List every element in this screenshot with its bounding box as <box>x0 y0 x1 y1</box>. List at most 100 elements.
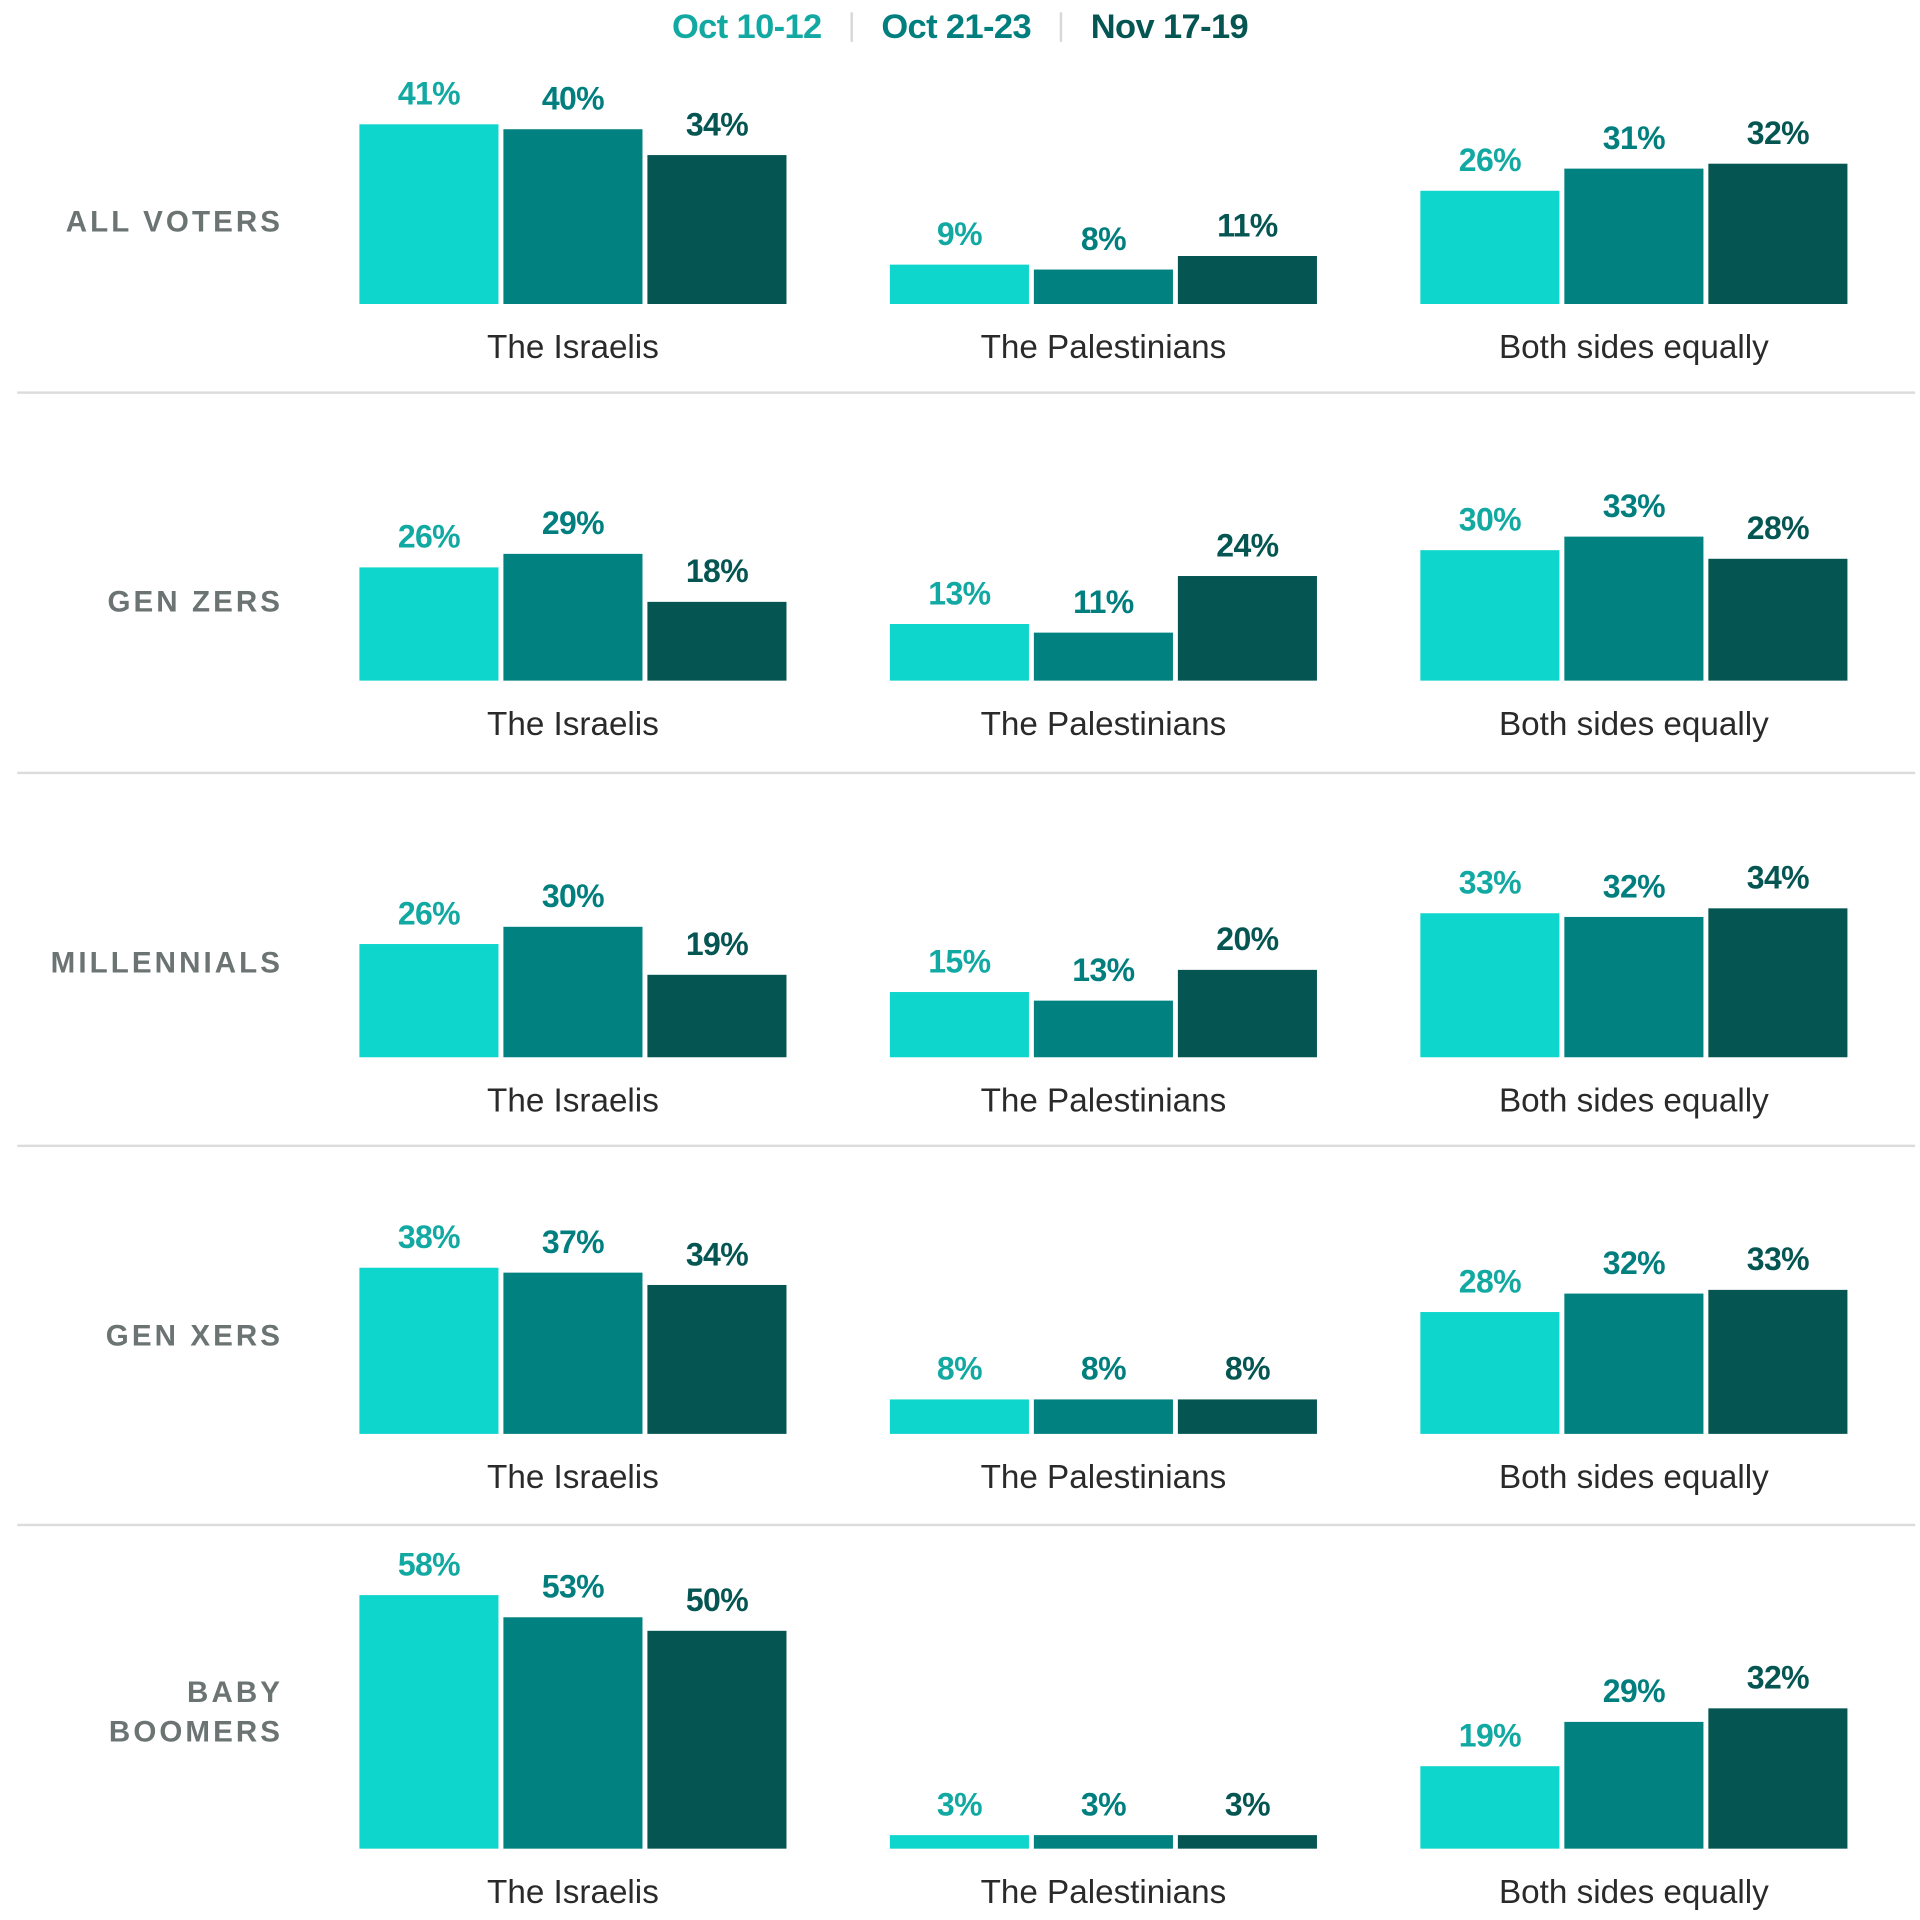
data-label: 20% <box>1216 920 1279 958</box>
bar-both-sides-equally-oct-10-12 <box>1420 190 1560 304</box>
bar-the-israelis-oct-21-23 <box>503 129 643 305</box>
bar-both-sides-equally-oct-10-12 <box>1420 913 1560 1058</box>
data-label: 30% <box>541 876 605 914</box>
bar-the-palestinians-oct-10-12 <box>889 623 1029 681</box>
category-label-the-palestinians: The Palestinians <box>980 1458 1227 1496</box>
bar-both-sides-equally-oct-21-23 <box>1564 1721 1704 1849</box>
data-label: 8% <box>1224 1349 1271 1387</box>
legend-item-oct-10-12: Oct 10-12 <box>671 6 822 46</box>
row-label-gen-zers: GEN ZERS <box>107 585 284 620</box>
bar-both-sides-equally-nov-17-19 <box>1708 908 1848 1058</box>
data-label: 40% <box>541 80 605 117</box>
bar-the-israelis-nov-17-19 <box>647 974 787 1058</box>
bar-the-israelis-oct-21-23 <box>503 1272 643 1434</box>
data-label: 26% <box>397 894 461 932</box>
category-label-the-israelis: The Israelis <box>487 1081 659 1119</box>
data-label: 13% <box>1072 951 1135 989</box>
category-label-both-sides-equally: Both sides equally <box>1499 1873 1769 1911</box>
data-label: 29% <box>541 504 605 542</box>
legend: Oct 10-12 Oct 21-23 Nov 17-19 <box>0 5 1920 46</box>
data-label: 41% <box>397 75 461 113</box>
bar-the-israelis-nov-17-19 <box>647 155 787 304</box>
bar-the-israelis-oct-10-12 <box>359 1595 499 1849</box>
category-label-both-sides-equally: Both sides equally <box>1499 705 1769 743</box>
bar-the-palestinians-oct-21-23 <box>1033 1000 1173 1058</box>
data-label: 26% <box>397 517 461 555</box>
row-label-millennials: MILLENNIALS <box>50 946 284 980</box>
bar-the-palestinians-oct-10-12 <box>889 1835 1029 1849</box>
bar-both-sides-equally-oct-10-12 <box>1420 1311 1560 1434</box>
data-label: 33% <box>1602 487 1666 525</box>
data-label: 34% <box>1746 859 1810 897</box>
data-label: 11% <box>1217 206 1278 244</box>
bar-both-sides-equally-nov-17-19 <box>1708 164 1848 304</box>
bar-the-palestinians-oct-21-23 <box>1033 1835 1173 1849</box>
bar-the-palestinians-nov-17-19 <box>1177 575 1317 681</box>
data-label: 33% <box>1746 1240 1810 1278</box>
category-label-the-palestinians: The Palestinians <box>980 328 1227 366</box>
bar-both-sides-equally-oct-21-23 <box>1564 1294 1704 1434</box>
bar-the-palestinians-nov-17-19 <box>1177 255 1317 304</box>
legend-item-oct-21-23: Oct 21-23 <box>881 6 1032 46</box>
section-divider <box>17 771 1916 775</box>
data-label: 18% <box>685 552 749 590</box>
legend-item-nov-17-19: Nov 17-19 <box>1090 6 1249 46</box>
bar-both-sides-equally-oct-21-23 <box>1564 536 1704 681</box>
bar-both-sides-equally-nov-17-19 <box>1708 1289 1848 1434</box>
category-label-both-sides-equally: Both sides equally <box>1499 328 1769 366</box>
category-label-both-sides-equally: Both sides equally <box>1499 1458 1769 1496</box>
bar-both-sides-equally-oct-21-23 <box>1564 917 1704 1058</box>
section-divider <box>17 391 1916 394</box>
data-label: 34% <box>685 106 749 144</box>
bar-the-israelis-oct-10-12 <box>359 1267 499 1434</box>
category-label-the-israelis: The Israelis <box>487 1458 659 1496</box>
data-label: 32% <box>1746 114 1810 152</box>
category-label-the-palestinians: The Palestinians <box>980 1873 1227 1911</box>
data-label: 3% <box>936 1786 983 1824</box>
bar-the-palestinians-nov-17-19 <box>1177 1835 1317 1849</box>
bar-the-palestinians-oct-21-23 <box>1033 632 1173 681</box>
category-label-the-israelis: The Israelis <box>487 1873 659 1911</box>
bar-the-israelis-nov-17-19 <box>647 1630 787 1849</box>
bar-both-sides-equally-oct-10-12 <box>1420 1765 1560 1849</box>
bar-the-palestinians-nov-17-19 <box>1177 1398 1317 1434</box>
data-label: 26% <box>1458 141 1522 179</box>
bar-both-sides-equally-oct-21-23 <box>1564 168 1704 304</box>
bar-the-palestinians-nov-17-19 <box>1177 969 1317 1058</box>
data-label: 58% <box>397 1546 461 1583</box>
data-label: 53% <box>541 1567 605 1605</box>
data-label: 33% <box>1458 863 1522 901</box>
data-label: 8% <box>1080 219 1127 257</box>
data-label: 32% <box>1602 1244 1666 1282</box>
section-divider <box>17 1523 1916 1527</box>
data-label: 29% <box>1602 1672 1666 1710</box>
data-label: 3% <box>1080 1786 1127 1824</box>
data-label: 13% <box>928 574 991 612</box>
data-label: 3% <box>1224 1786 1271 1824</box>
bar-the-israelis-oct-10-12 <box>359 567 499 681</box>
data-label: 11% <box>1073 583 1134 621</box>
bar-the-israelis-oct-21-23 <box>503 926 643 1058</box>
data-label: 31% <box>1602 119 1666 157</box>
data-label: 32% <box>1746 1659 1810 1697</box>
section-divider <box>17 1144 1916 1148</box>
category-label-the-israelis: The Israelis <box>487 328 659 366</box>
bar-both-sides-equally-nov-17-19 <box>1708 558 1848 681</box>
data-label: 15% <box>928 942 991 980</box>
bar-the-israelis-oct-10-12 <box>359 124 499 304</box>
bar-both-sides-equally-nov-17-19 <box>1708 1708 1848 1849</box>
data-label: 50% <box>685 1580 749 1618</box>
bar-the-israelis-oct-10-12 <box>359 943 499 1058</box>
category-label-the-palestinians: The Palestinians <box>980 1081 1227 1119</box>
bar-the-israelis-oct-21-23 <box>503 1617 643 1849</box>
data-label: 32% <box>1602 868 1666 906</box>
row-label-all-voters: ALL VOTERS <box>65 205 284 239</box>
bar-the-palestinians-oct-10-12 <box>889 991 1029 1058</box>
data-label: 8% <box>936 1349 983 1387</box>
data-label: 37% <box>541 1222 605 1260</box>
bar-the-palestinians-oct-10-12 <box>889 1398 1029 1434</box>
category-label-the-israelis: The Israelis <box>487 705 659 743</box>
data-label: 19% <box>1458 1716 1522 1754</box>
data-label: 8% <box>1080 1349 1127 1387</box>
